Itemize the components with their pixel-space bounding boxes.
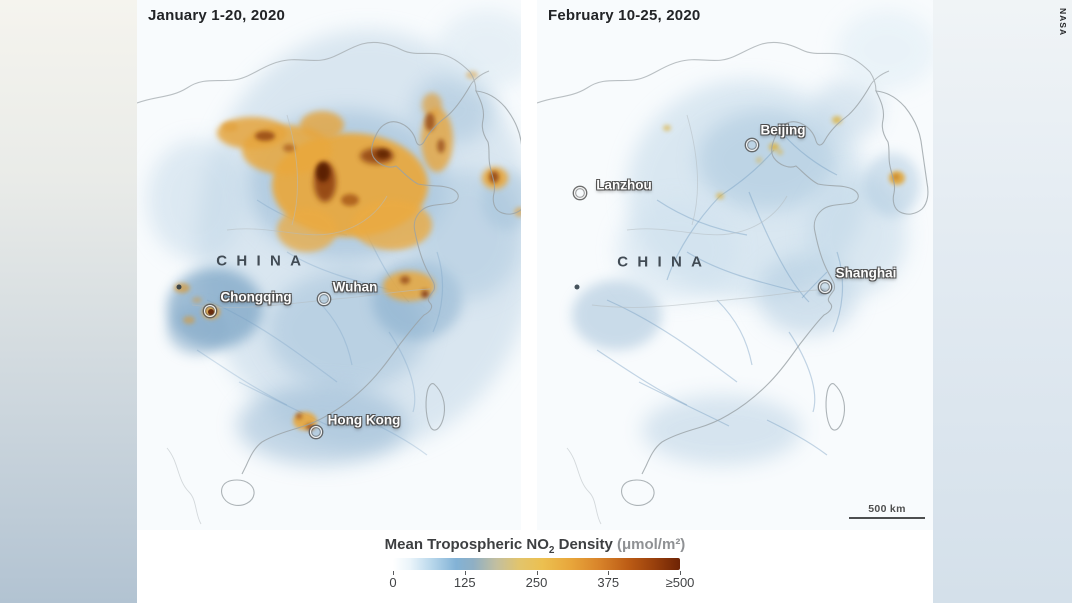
nasa-credit: NASA [1058, 8, 1068, 37]
panel-title-february: February 10-25, 2020 [548, 7, 701, 24]
city-label-lanzhou: Lanzhou [596, 177, 652, 193]
country-label-china-right: CHINA [617, 253, 712, 271]
city-marker-beijing [746, 139, 758, 151]
legend-title-subscript: 2 [548, 545, 555, 556]
map-panel-january: January 1-20, 2020 CHINA Chongqing Wuhan… [137, 0, 521, 530]
legend: Mean Tropospheric NO2 Density (μmol/m²) … [137, 530, 933, 603]
city-marker-shanghai [819, 281, 831, 293]
city-marker-wuhan [318, 293, 330, 305]
colorbar-tick-label: 125 [453, 575, 476, 590]
panel-title-january: January 1-20, 2020 [148, 7, 286, 24]
scale-bar [849, 517, 925, 519]
left-border-panel [0, 0, 137, 603]
map-january-art [137, 0, 521, 530]
colorbar-tick-label: 250 [525, 575, 548, 590]
city-marker-hong-kong [310, 426, 322, 438]
city-label-hong-kong: Hong Kong [327, 412, 401, 428]
legend-title-units: (μmol/m²) [616, 536, 686, 553]
scale-bar-label: 500 km [868, 503, 906, 515]
colorbar [393, 558, 680, 570]
colorbar-tick [393, 571, 394, 575]
legend-title-rest: Density [554, 536, 617, 553]
legend-title: Mean Tropospheric NO2 Density (μmol/m²) [137, 536, 933, 556]
city-marker-lanzhou [574, 187, 586, 199]
map-panel-february: February 10-25, 2020 CHINA Lanzhou Beiji… [537, 0, 933, 530]
nasa-figure: January 1-20, 2020 CHINA Chongqing Wuhan… [137, 0, 933, 603]
colorbar-tick [536, 571, 538, 575]
map-february-art [537, 0, 933, 530]
colorbar-tick [608, 571, 610, 575]
colorbar-tick [464, 571, 466, 575]
colorbar-tick [680, 571, 681, 575]
legend-title-main: Mean Tropospheric NO [384, 536, 549, 553]
city-label-beijing: Beijing [760, 122, 806, 138]
right-border-panel [933, 0, 1072, 603]
colorbar-tick-label: 375 [597, 575, 620, 590]
colorbar-tick-label: ≥500 [665, 575, 695, 590]
city-label-wuhan: Wuhan [332, 279, 378, 295]
colorbar-tick-label: 0 [389, 575, 397, 590]
city-marker-chongqing [204, 305, 216, 317]
country-label-china-left: CHINA [216, 252, 311, 270]
city-label-shanghai: Shanghai [835, 265, 897, 281]
city-label-chongqing: Chongqing [220, 289, 292, 305]
